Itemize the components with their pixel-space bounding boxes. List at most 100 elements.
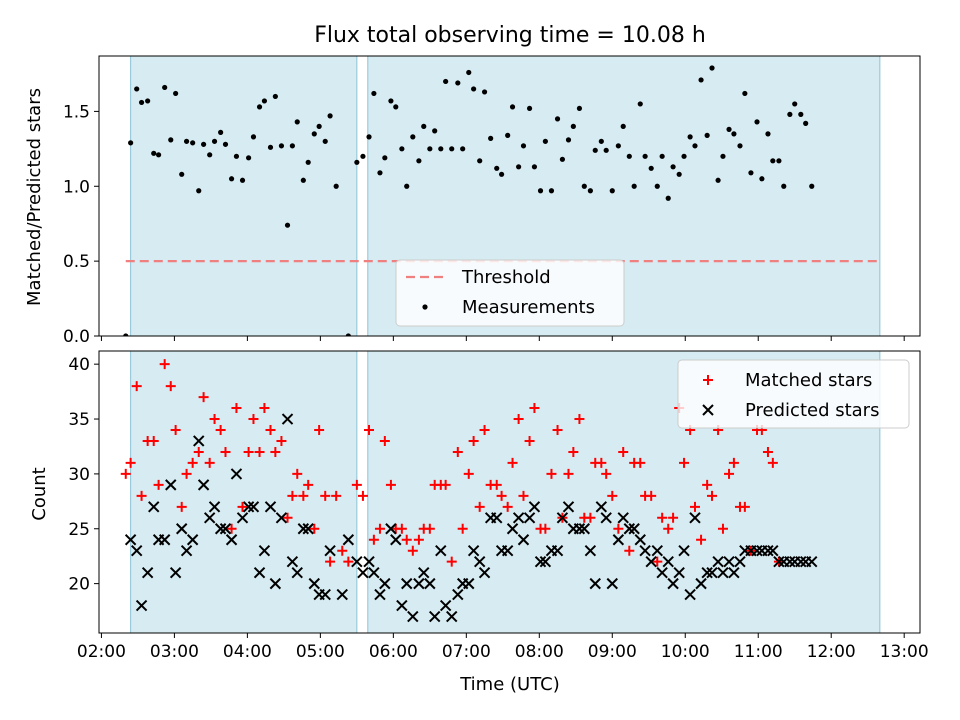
matched-star-marker xyxy=(424,523,435,534)
x-tick-label: 13:00 xyxy=(880,642,929,662)
top-measurement-point xyxy=(354,159,360,165)
predicted-star-marker xyxy=(651,544,663,557)
top-measurement-point xyxy=(770,158,776,164)
top-legend: Threshold Measurements xyxy=(395,259,625,327)
predicted-star-marker xyxy=(176,523,188,535)
bottom-plot-area xyxy=(120,359,818,623)
predicted-star-marker xyxy=(203,512,216,524)
top-measurement-point xyxy=(654,183,660,189)
top-measurement-point xyxy=(256,104,263,110)
predicted-star-marker xyxy=(281,413,294,425)
top-measurement-point xyxy=(754,119,760,125)
top-measurement-point xyxy=(481,89,488,95)
predicted-star-marker xyxy=(439,599,452,612)
matched-star-marker xyxy=(292,468,303,479)
matched-star-marker xyxy=(529,403,540,414)
legend-measurement-label: Measurements xyxy=(462,297,595,318)
matched-star-marker xyxy=(552,425,563,436)
matched-star-marker xyxy=(762,446,773,457)
top-measurement-point xyxy=(421,123,427,129)
matched-star-marker xyxy=(479,425,490,436)
top-y-tick-label: 0.5 xyxy=(63,252,90,272)
top-measurement-point xyxy=(410,134,416,140)
predicted-star-marker xyxy=(662,555,674,568)
matched-star-marker xyxy=(468,435,479,446)
bottom-panel: 20 25 30 35 40 02:00 03:00 04:00 05:00 06:00 07:00… xyxy=(68,350,929,662)
predicted-star-marker xyxy=(258,544,271,557)
matched-star-marker xyxy=(663,523,674,534)
top-measurement-point xyxy=(726,126,732,132)
matched-star-marker xyxy=(401,534,412,545)
top-measurement-point xyxy=(670,164,676,170)
matched-star-marker xyxy=(170,425,181,436)
matched-star-marker xyxy=(668,512,679,523)
predicted-star-marker xyxy=(562,501,575,513)
predicted-star-marker xyxy=(169,566,182,579)
top-measurement-point xyxy=(322,138,328,144)
matched-star-marker xyxy=(125,457,136,468)
predicted-star-marker xyxy=(197,479,210,491)
top-measurement-point xyxy=(765,131,771,137)
top-measurement-point xyxy=(179,171,185,177)
top-measurement-point xyxy=(742,90,748,97)
top-plot-area xyxy=(123,65,880,336)
top-measurement-point xyxy=(162,84,168,91)
top-measurement-point xyxy=(333,183,339,189)
bottom-legend: Matched stars Predicted stars xyxy=(677,359,910,429)
predicted-star-marker xyxy=(517,534,530,546)
predicted-star-marker xyxy=(230,468,243,480)
top-y-tick-label: 1.0 xyxy=(63,177,90,197)
matched-star-marker xyxy=(379,435,390,446)
top-measurement-point xyxy=(190,140,196,146)
matched-star-marker xyxy=(657,512,668,523)
predicted-star-marker xyxy=(363,555,375,568)
legend-measurement-swatch xyxy=(422,304,428,310)
predicted-star-marker xyxy=(407,610,419,623)
predicted-star-marker xyxy=(623,523,636,535)
matched-star-marker xyxy=(513,414,524,425)
matched-star-marker xyxy=(374,523,385,534)
top-measurement-point xyxy=(559,156,566,162)
x-tick-label: 07:00 xyxy=(442,642,491,662)
predicted-star-marker xyxy=(628,523,640,535)
predicted-star-marker xyxy=(374,588,386,601)
matched-star-marker xyxy=(357,490,368,501)
matched-star-marker xyxy=(265,425,276,436)
predicted-star-marker xyxy=(501,544,514,557)
predicted-star-marker xyxy=(214,523,227,535)
predicted-star-marker xyxy=(678,544,690,557)
matched-star-marker xyxy=(243,446,254,457)
matched-star-marker xyxy=(364,425,375,436)
top-measurement-point xyxy=(345,333,351,336)
predicted-star-marker xyxy=(247,501,260,513)
top-measurement-point xyxy=(267,144,274,150)
top-measurement-point xyxy=(134,86,140,92)
predicted-star-marker xyxy=(684,588,696,601)
top-measurement-point xyxy=(294,119,300,125)
top-observing-window xyxy=(130,55,358,337)
matched-star-marker xyxy=(540,523,551,534)
legend-matched-label: Matched stars xyxy=(745,370,872,391)
predicted-star-marker xyxy=(351,555,363,568)
matched-star-marker xyxy=(440,479,451,490)
top-y-axis-label: Matched/Predicted stars xyxy=(24,88,45,306)
matched-star-marker xyxy=(739,501,750,512)
top-measurement-point xyxy=(509,104,516,110)
matched-star-marker xyxy=(596,457,607,468)
predicted-star-marker xyxy=(595,501,608,513)
matched-star-marker xyxy=(518,490,529,501)
top-measurement-point xyxy=(731,131,737,137)
matched-star-marker xyxy=(148,435,159,446)
bottom-y-tick-label: 20 xyxy=(68,575,90,595)
top-measurement-point xyxy=(311,131,317,137)
bottom-y-tick-label: 40 xyxy=(68,355,90,375)
predicted-star-marker xyxy=(435,544,447,557)
top-measurement-point xyxy=(427,146,433,152)
matched-star-marker xyxy=(463,468,474,479)
predicted-star-marker xyxy=(428,610,441,623)
matched-star-marker xyxy=(407,545,418,556)
matched-star-marker xyxy=(259,403,270,414)
predicted-star-marker xyxy=(539,555,552,568)
predicted-star-marker xyxy=(634,534,646,546)
predicted-star-marker xyxy=(446,610,458,623)
